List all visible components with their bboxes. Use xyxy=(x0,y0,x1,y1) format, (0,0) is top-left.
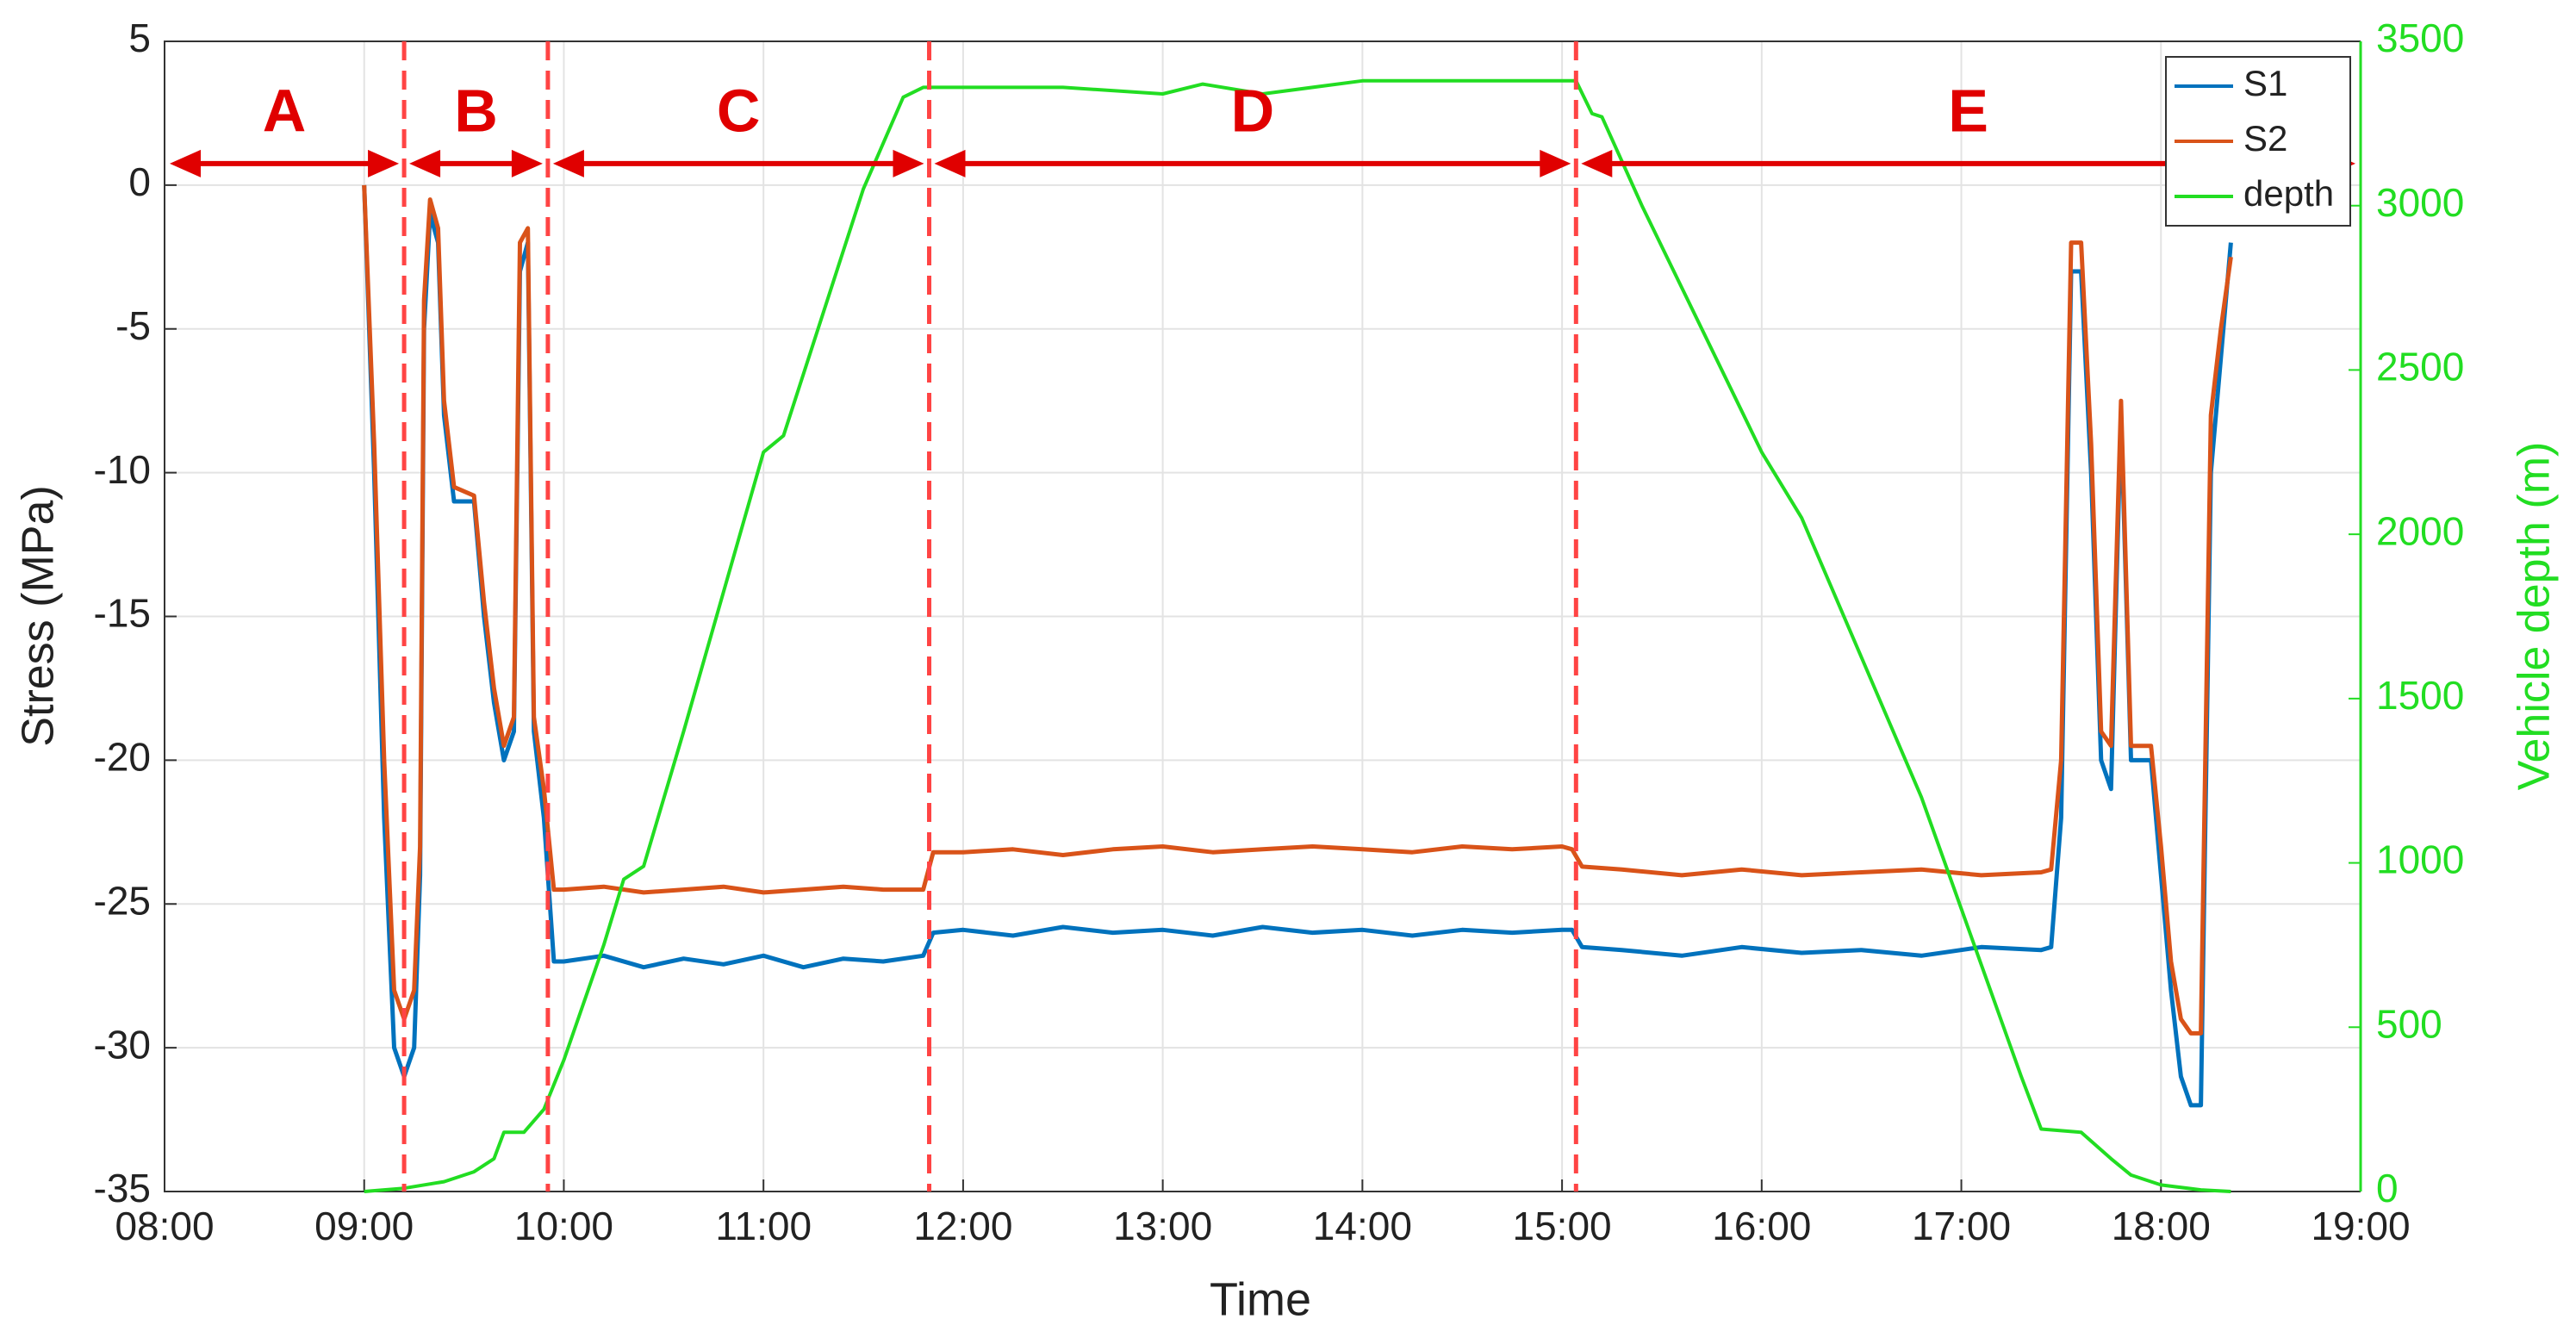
x-tick-label: 13:00 xyxy=(1113,1204,1212,1248)
arrow-head xyxy=(170,149,201,177)
y2-tick-label: 3500 xyxy=(2376,16,2464,60)
x-tick-label: 15:00 xyxy=(1513,1204,1612,1248)
y2-tick-label: 500 xyxy=(2376,1001,2442,1046)
y2-axis-label: Vehicle depth (m) xyxy=(2510,442,2560,791)
x-tick-label: 11:00 xyxy=(715,1204,812,1248)
y2-tick-label: 0 xyxy=(2376,1166,2399,1210)
y-tick-label: -10 xyxy=(94,447,151,492)
region-label: D xyxy=(1231,77,1275,144)
y-tick-label: -25 xyxy=(94,878,151,923)
arrow-head xyxy=(1540,149,1571,177)
legend-label: S1 xyxy=(2243,63,2287,103)
legend-label: depth xyxy=(2243,173,2334,214)
x-tick-label: 14:00 xyxy=(1313,1204,1412,1248)
y-tick-label: -30 xyxy=(94,1022,151,1067)
region-label: B xyxy=(454,77,498,144)
region-label: C xyxy=(717,77,761,144)
y2-tick-label: 3000 xyxy=(2376,180,2464,225)
series-line xyxy=(362,184,2233,1108)
arrow-head xyxy=(368,149,400,177)
x-tick-label: 08:00 xyxy=(115,1204,214,1248)
y2-tick-label: 2000 xyxy=(2376,508,2464,553)
y-tick-label: -5 xyxy=(115,303,151,348)
y2-tick-label: 1500 xyxy=(2376,673,2464,718)
arrow-head xyxy=(1581,149,1613,177)
region-label: E xyxy=(1948,77,1988,144)
y-axis-label: Stress (MPa) xyxy=(14,485,64,746)
arrow-head xyxy=(893,149,924,177)
axis-frame xyxy=(164,40,2361,1192)
x-tick-label: 17:00 xyxy=(1912,1204,2011,1248)
x-tick-label: 09:00 xyxy=(314,1204,414,1248)
x-axis-label: Time xyxy=(1210,1273,1311,1325)
x-tick-label: 18:00 xyxy=(2112,1204,2211,1248)
x-tick-label: 12:00 xyxy=(913,1204,1012,1248)
x-tick-label: 19:00 xyxy=(2311,1204,2410,1248)
series-line xyxy=(364,78,2231,1193)
y-tick-label: 0 xyxy=(128,159,151,204)
arrow-head xyxy=(511,149,543,177)
series-line xyxy=(362,184,2233,1036)
y-tick-label: -35 xyxy=(94,1166,151,1210)
x-tick-label: 10:00 xyxy=(514,1204,613,1248)
arrow-head xyxy=(934,149,966,177)
region-label: A xyxy=(263,77,307,144)
legend-label: S2 xyxy=(2243,118,2287,159)
x-tick-label: 16:00 xyxy=(1712,1204,1811,1248)
arrow-head xyxy=(409,149,441,177)
y-tick-label: -15 xyxy=(94,591,151,636)
legend: S1 S2 depth xyxy=(2165,56,2351,227)
y-tick-label: -20 xyxy=(94,735,151,780)
y-tick-label: 5 xyxy=(128,16,151,60)
arrow-head xyxy=(552,149,584,177)
y2-tick-label: 2500 xyxy=(2376,345,2464,389)
y2-tick-label: 1000 xyxy=(2376,837,2464,882)
